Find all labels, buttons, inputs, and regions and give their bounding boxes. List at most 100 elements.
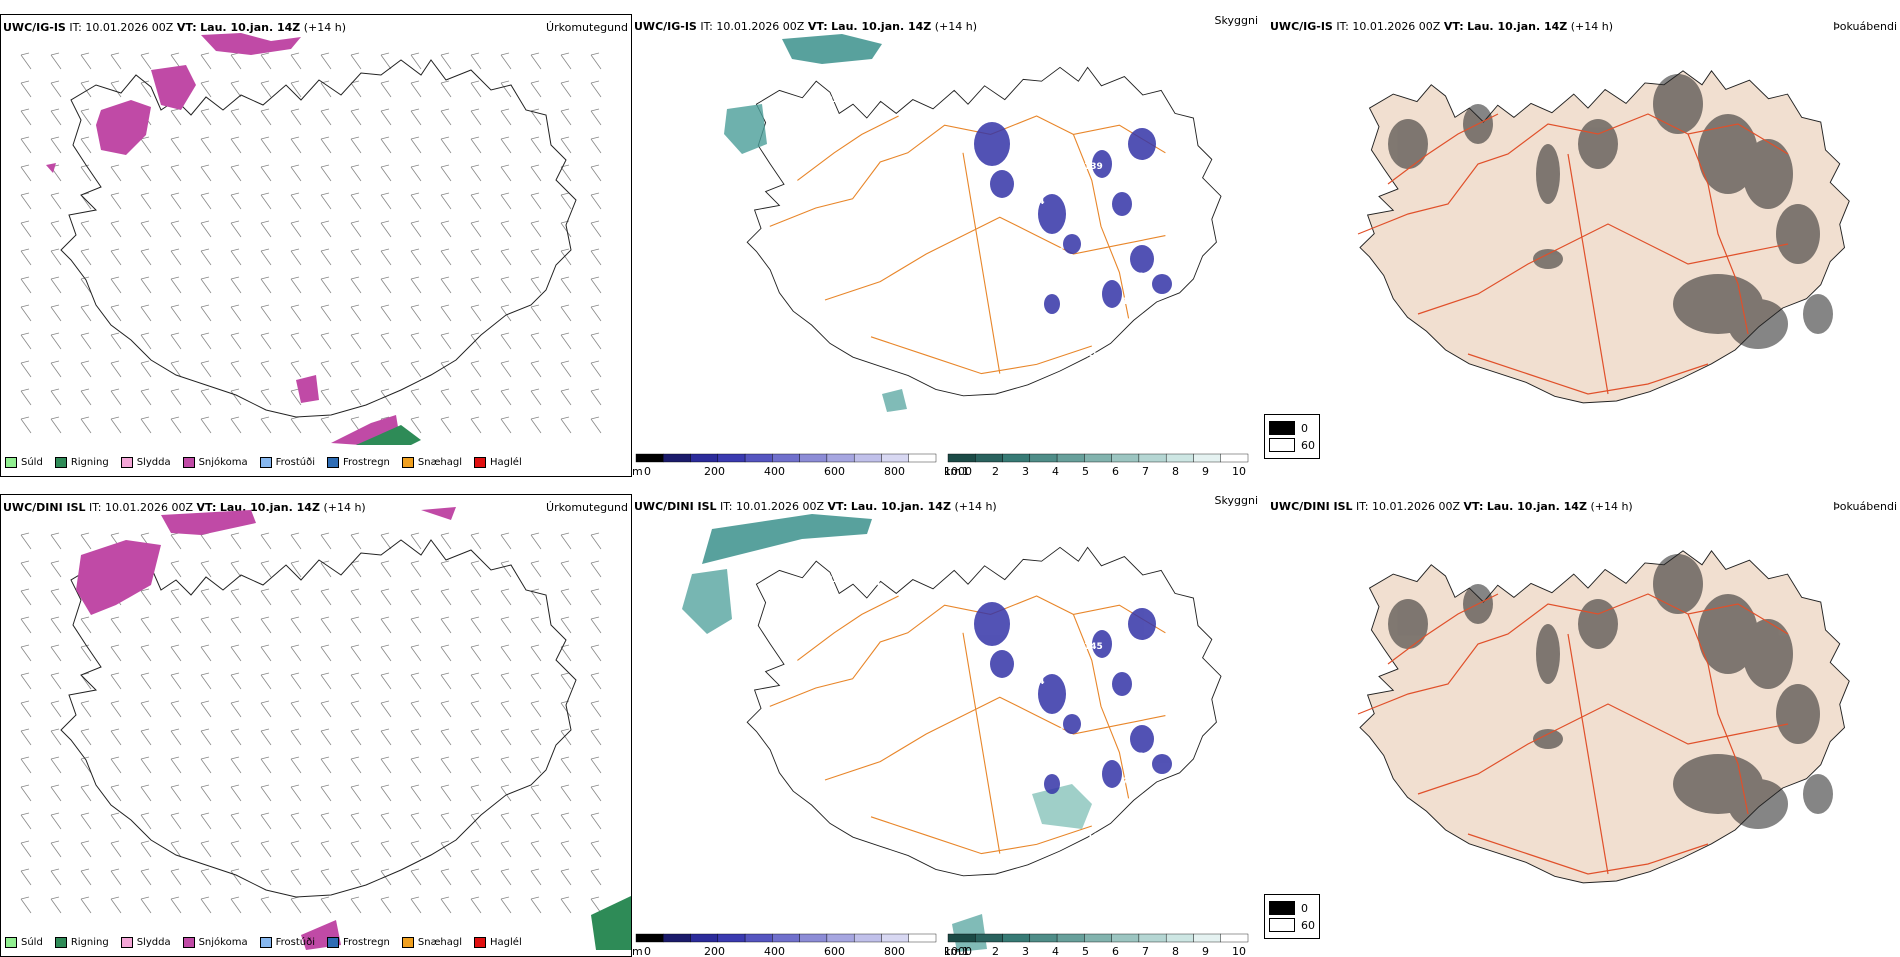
visibility-value-label: 163 [1087,832,1106,842]
wind-barb [470,616,482,634]
wind-barb [410,220,422,238]
wind-barb [200,840,212,858]
wind-barb [20,136,32,154]
ceiling-area [1063,714,1081,734]
wind-barb [50,672,62,690]
wind-barb [500,388,512,406]
wind-barb [290,700,302,718]
wind-barb [200,616,212,634]
wind-barb [440,416,452,434]
wind-barb [140,164,152,182]
panel-title: Þokuábendi [1833,20,1897,33]
wind-barb [320,560,332,578]
wind-barb [410,728,422,746]
wind-barb [350,616,362,634]
road [1387,593,1499,665]
wind-barb [230,700,242,718]
road [769,115,1166,227]
wind-barb [80,700,92,718]
wind-barb [80,192,92,210]
iceland-fog-map [1357,550,1850,884]
wind-barb [290,108,302,126]
wind-barb [440,784,452,802]
wind-barb [140,896,152,914]
wind-barb [380,644,392,662]
wind-barb [200,192,212,210]
wind-barb [530,784,542,802]
panel-header: UWC/IG-IS IT: 10.01.2026 00Z VT: Lau. 10… [3,21,347,34]
wind-barb [380,304,392,322]
wind-barb [560,896,572,914]
wind-barb [20,868,32,886]
wind-barb [20,560,32,578]
precip-legend: Súld Rigning Slydda Snjókoma Frostúði Fr… [5,937,522,948]
wind-barb [290,812,302,830]
wind-barb [260,248,272,266]
iceland-precip-map [20,33,602,445]
wind-barb [20,360,32,378]
wind-barb [290,588,302,606]
wind-barb [290,672,302,690]
wind-barb [380,812,392,830]
wind-barb [590,700,602,718]
ceiling-scale-tick: 400 [764,465,785,477]
wind-barb [20,700,32,718]
wind-barb [290,136,302,154]
wind-barb [230,332,242,350]
wind-barb [410,812,422,830]
visibility-value-label: 213 [814,575,833,585]
wind-barb [230,644,242,662]
visibility-scale-tick: 2 [992,465,999,477]
wind-barb [140,644,152,662]
wind-barb [500,700,512,718]
wind-barb [200,332,212,350]
wind-barb [320,532,332,550]
wind-barb [410,700,422,718]
visibility-scale-tick: 7 [1142,945,1149,957]
legend-item-snow-pellets: Snæhagl [401,937,462,948]
wind-barb [290,728,302,746]
wind-barb [140,304,152,322]
wind-barb [80,416,92,434]
legend-item-rain: Rigning [54,937,109,948]
wind-barb [140,192,152,210]
wind-barb [470,80,482,98]
precip-type-panel-top: UWC/IG-IS IT: 10.01.2026 00Z VT: Lau. 10… [0,14,632,477]
visibility-value-label: 16 [1092,312,1105,322]
wind-barb [170,532,182,550]
wind-barb [110,276,122,294]
wind-barb [80,360,92,378]
wind-barb [110,304,122,322]
wind-barb [50,840,62,858]
wind-barb [110,80,122,98]
wind-barb [200,672,212,690]
wind-barb [20,756,32,774]
wind-barb [290,304,302,322]
visibility-panel-bottom: UWC/DINI ISL IT: 10.01.2026 00Z VT: Lau.… [632,494,1268,957]
wind-barb [410,136,422,154]
wind-barb [590,644,602,662]
road [1687,613,1749,815]
visibility-scale-bin [1002,453,1031,463]
visibility-value-label: 35 [1052,737,1065,747]
ceiling-area [1112,672,1132,696]
wind-barb [440,672,452,690]
visibility-value-label: 32 [802,612,815,622]
wind-barb [80,812,92,830]
iceland-outline [60,539,577,898]
visibility-scale-tick: 5 [1082,945,1089,957]
legend-item-freezing-drizzle: Frostúði [259,457,315,468]
wind-barb [500,304,512,322]
wind-barb [110,416,122,434]
ceiling-area [990,650,1014,678]
wind-barb [350,560,362,578]
ceiling-scale-bin [772,453,800,463]
legend-item-sleet: Slydda [120,457,171,468]
wind-barb [50,192,62,210]
wind-barb [380,588,392,606]
ceiling-scale-tick: 400 [764,945,785,957]
wind-barb [20,220,32,238]
visibility-value-label: 36 [1052,247,1065,257]
wind-barb [20,248,32,266]
wind-barb [110,388,122,406]
